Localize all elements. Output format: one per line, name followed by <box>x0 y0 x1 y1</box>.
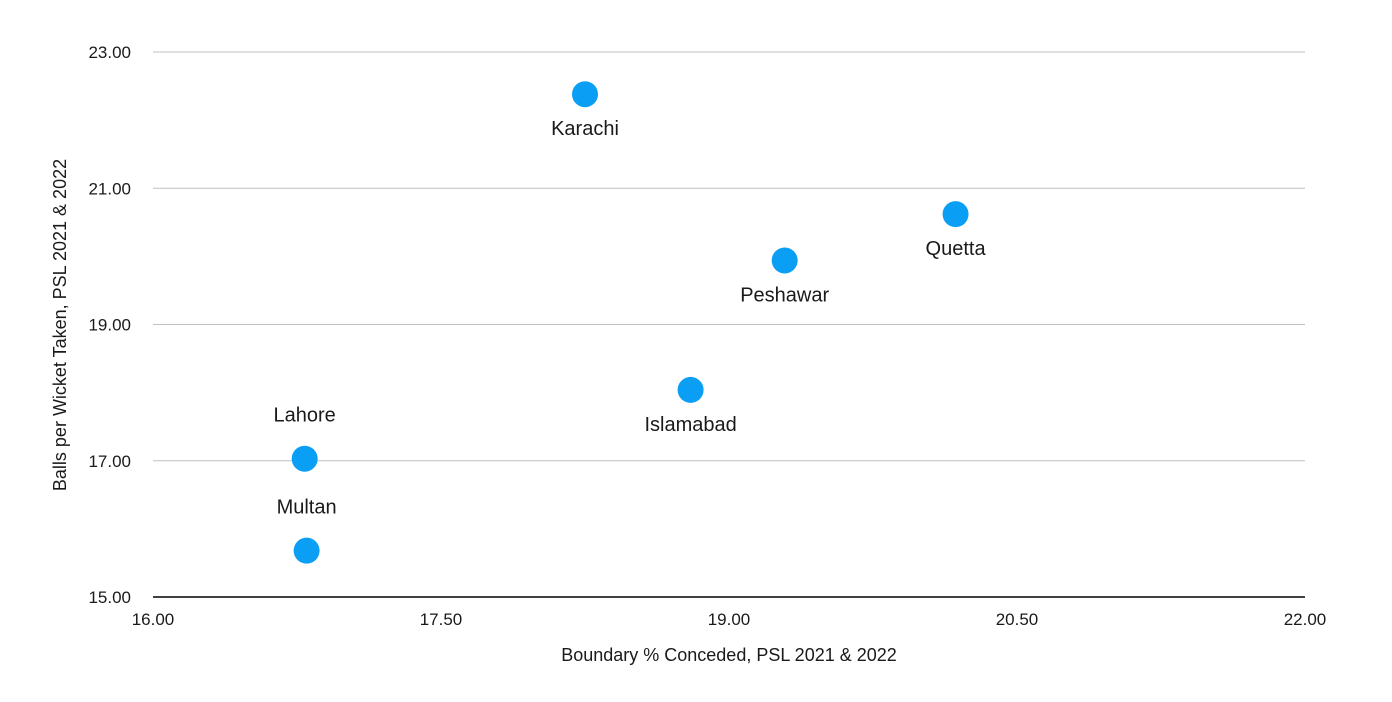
x-axis-title: Boundary % Conceded, PSL 2021 & 2022 <box>561 645 897 665</box>
x-tick-label-0: 16.00 <box>132 610 175 629</box>
y-tick-label-4: 23.00 <box>88 43 131 62</box>
y-tick-label-0: 15.00 <box>88 588 131 607</box>
x-tick-label-2: 19.00 <box>708 610 751 629</box>
x-tick-label-3: 20.50 <box>996 610 1039 629</box>
data-label-islamabad: Islamabad <box>644 414 736 436</box>
x-axis-ticks: 16.00 17.50 19.00 20.50 22.00 <box>132 610 1327 629</box>
data-point-multan <box>293 537 320 564</box>
data-point-quetta <box>942 201 969 228</box>
data-label-quetta: Quetta <box>926 238 987 260</box>
point-labels: Karachi Quetta Peshawar Islamabad Lahore Mult… <box>274 118 987 518</box>
data-points <box>291 81 969 564</box>
data-label-peshawar: Peshawar <box>740 284 829 306</box>
y-axis-ticks: 15.00 17.00 19.00 21.00 23.00 <box>88 43 131 607</box>
data-point-islamabad <box>677 376 704 403</box>
data-point-lahore <box>291 445 318 472</box>
x-tick-label-1: 17.50 <box>420 610 463 629</box>
x-tick-label-4: 22.00 <box>1284 610 1327 629</box>
y-tick-label-1: 17.00 <box>88 452 131 471</box>
data-label-karachi: Karachi <box>551 118 619 140</box>
data-label-lahore: Lahore <box>274 405 336 427</box>
data-label-multan: Multan <box>277 497 337 519</box>
data-point-karachi <box>572 81 598 108</box>
grid-layer <box>153 51 1305 598</box>
data-point-peshawar <box>771 247 798 274</box>
y-tick-label-3: 21.00 <box>88 179 131 198</box>
y-tick-label-2: 19.00 <box>88 316 131 335</box>
y-axis-title: Balls per Wicket Taken, PSL 2021 & 2022 <box>50 159 70 491</box>
